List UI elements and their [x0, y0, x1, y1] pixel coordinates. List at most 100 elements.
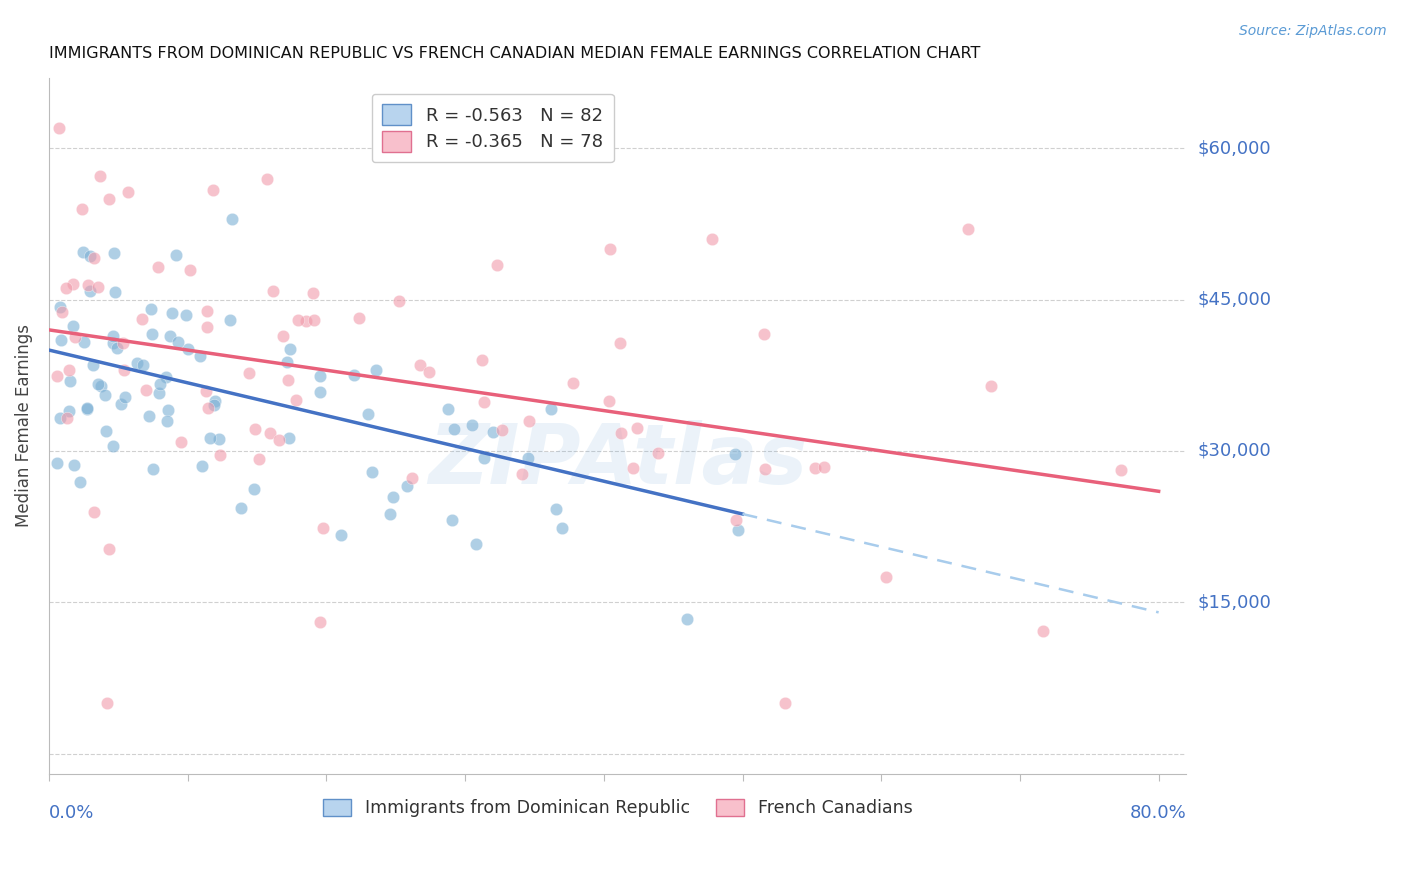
Point — [259, 426, 281, 441]
Point — [49, 300, 72, 314]
Point — [195, 384, 218, 398]
Point — [727, 523, 749, 537]
Point — [243, 422, 266, 436]
Point — [278, 342, 301, 356]
Point — [98, 542, 121, 557]
Point — [294, 314, 316, 328]
Point — [148, 260, 170, 274]
Point — [302, 285, 325, 300]
Point — [76, 401, 98, 415]
Point — [516, 450, 538, 465]
Point — [440, 513, 463, 527]
Point — [159, 329, 181, 343]
Point — [308, 385, 330, 400]
Text: $15,000: $15,000 — [1198, 593, 1271, 611]
Point — [202, 183, 225, 197]
Point — [103, 245, 125, 260]
Point — [486, 258, 509, 272]
Point — [162, 306, 184, 320]
Point — [461, 418, 484, 433]
Point — [378, 507, 401, 521]
Point — [312, 521, 335, 535]
Point — [49, 410, 72, 425]
Point — [166, 334, 188, 349]
Point — [395, 479, 418, 493]
Point — [980, 379, 1002, 393]
Point — [562, 376, 585, 391]
Point — [142, 462, 165, 476]
Point — [62, 277, 84, 292]
Point — [357, 407, 380, 421]
Point — [83, 251, 105, 265]
Point — [93, 388, 115, 402]
Point — [347, 310, 370, 325]
Point — [621, 461, 644, 475]
Point — [131, 311, 153, 326]
Point — [207, 432, 229, 446]
Point — [471, 352, 494, 367]
Point — [104, 285, 127, 299]
Point — [262, 285, 284, 299]
Point — [114, 390, 136, 404]
Point — [63, 330, 86, 344]
Point — [135, 383, 157, 397]
Text: IMMIGRANTS FROM DOMINICAN REPUBLIC VS FRENCH CANADIAN MEDIAN FEMALE EARNINGS COR: IMMIGRANTS FROM DOMINICAN REPUBLIC VS FR… — [49, 46, 980, 62]
Point — [174, 308, 197, 322]
Point — [437, 402, 460, 417]
Point — [141, 327, 163, 342]
Point — [472, 394, 495, 409]
Point — [59, 374, 82, 388]
Text: $60,000: $60,000 — [1198, 139, 1271, 157]
Point — [79, 284, 101, 298]
Legend: Immigrants from Dominican Republic, French Canadians: Immigrants from Dominican Republic, Fren… — [316, 791, 920, 824]
Point — [598, 393, 620, 408]
Point — [101, 439, 124, 453]
Point — [238, 366, 260, 380]
Point — [361, 465, 384, 479]
Point — [221, 211, 243, 226]
Point — [117, 185, 139, 199]
Point — [125, 356, 148, 370]
Point — [418, 365, 440, 379]
Point — [141, 301, 163, 316]
Point — [775, 696, 797, 710]
Point — [191, 459, 214, 474]
Point — [491, 423, 513, 437]
Point — [112, 363, 135, 377]
Point — [195, 319, 218, 334]
Point — [472, 451, 495, 466]
Point — [752, 327, 775, 342]
Point — [94, 425, 117, 439]
Point — [72, 245, 94, 260]
Point — [219, 313, 242, 327]
Point — [132, 358, 155, 372]
Point — [197, 401, 219, 416]
Point — [49, 333, 72, 347]
Point — [309, 615, 332, 630]
Point — [76, 401, 98, 416]
Point — [675, 612, 697, 626]
Point — [105, 341, 128, 355]
Point — [276, 373, 298, 387]
Point — [45, 369, 67, 384]
Point — [200, 431, 222, 445]
Point — [510, 467, 533, 481]
Point — [149, 377, 172, 392]
Point — [287, 313, 309, 327]
Point — [69, 475, 91, 489]
Point — [76, 277, 98, 292]
Point — [177, 342, 200, 356]
Point — [754, 461, 776, 475]
Point — [610, 425, 633, 440]
Point — [388, 294, 411, 309]
Point — [58, 363, 80, 377]
Point — [209, 448, 232, 462]
Point — [626, 420, 648, 434]
Point — [101, 335, 124, 350]
Point — [156, 414, 179, 428]
Point — [443, 422, 465, 436]
Point — [813, 459, 835, 474]
Point — [195, 303, 218, 318]
Text: ZIPAtlas: ZIPAtlas — [427, 420, 807, 501]
Point — [179, 262, 201, 277]
